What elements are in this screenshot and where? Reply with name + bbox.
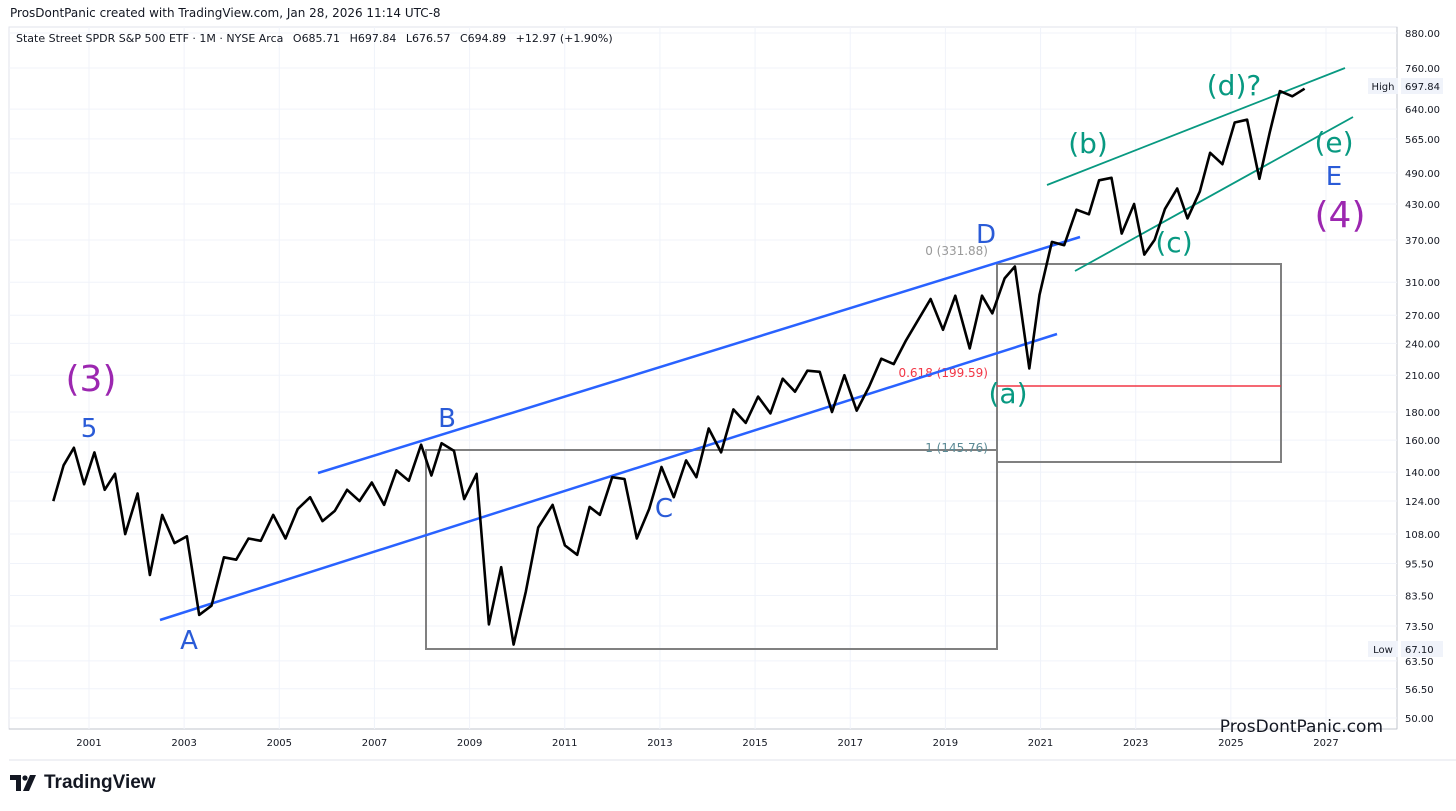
wave-label-A: A [180,626,198,656]
trend-channels [159,67,1354,622]
y-tick-label: 310.00 [1405,278,1440,289]
y-tick-label: 108.00 [1405,530,1440,541]
wave-label-4: (4) [1315,195,1366,236]
wave-label-c: (c) [1155,226,1192,259]
wave-label-d: (d)? [1207,69,1261,102]
high-badge-value-bg [1401,78,1443,94]
y-tick-label: 370.00 [1405,236,1440,247]
wave-label-a: (a) [988,377,1027,410]
fib-box-left [425,449,998,650]
fib-box-right [996,263,1282,463]
x-tick-label: 2015 [742,738,767,749]
y-tick-label: 95.50 [1405,559,1434,570]
wave-label-C: C [655,494,673,524]
wave-label-b: (b) [1068,127,1108,160]
chart-title: State Street SPDR S&P 500 ETF · 1M · NYS… [16,32,613,45]
fib-0-label: 0 (331.88) [925,244,988,258]
x-tick-label: 2005 [267,738,292,749]
x-tick-label: 2019 [933,738,958,749]
tradingview-logo-text: TradingView [44,772,156,793]
wave-label-D: D [976,220,996,250]
x-tick-label: 2021 [1028,738,1053,749]
price-series-line [52,87,1306,646]
fib-retracement-boxes: 0 (331.88) 0.618 (199.59) 1 (145.76) [425,244,1282,650]
low-badge-label-bg [1368,641,1398,657]
plot-frame [8,26,1398,730]
tradingview-logo[interactable]: TradingView [10,772,156,794]
x-tick-label: 2023 [1123,738,1148,749]
y-tick-label: 83.50 [1405,592,1434,603]
low-badge: Low 67.10 [1368,641,1443,657]
y-tick-label: 565.00 [1405,135,1440,146]
x-tick-label: 2027 [1313,738,1338,749]
tradingview-logo-icon [10,775,36,791]
high-badge-label-bg [1368,78,1398,94]
x-axis-ticks: 2001 2003 2005 2007 2009 2011 2013 2015 2017 2019… [76,738,1338,749]
y-tick-label: 430.00 [1405,200,1440,211]
y-tick-label: 880.00 [1405,29,1440,40]
chart-credit: ProsDontPanic created with TradingView.c… [10,6,441,20]
wave-labels: (3) 5 A B C D E (4) (a) (b) (c) (d)? (e) [66,69,1366,656]
y-tick-label: 50.00 [1405,714,1434,725]
y-tick-label: 490.00 [1405,169,1440,180]
fib-1-label: 1 (145.76) [925,441,988,455]
y-tick-label: 63.50 [1405,657,1434,668]
x-tick-label: 2009 [457,738,482,749]
x-tick-label: 2011 [552,738,577,749]
y-tick-label: 73.50 [1405,622,1434,633]
high-badge: High 697.84 [1368,78,1443,94]
high-badge-value: 697.84 [1405,82,1440,93]
y-tick-label: 56.50 [1405,685,1434,696]
x-tick-label: 2007 [362,738,387,749]
fib-0618-label: 0.618 (199.59) [898,366,988,380]
blue-channel-lower [159,332,1058,622]
x-tick-label: 2025 [1218,738,1243,749]
x-tick-label: 2003 [171,738,196,749]
low-badge-label: Low [1373,645,1393,656]
grid [9,27,1397,729]
y-tick-label: 180.00 [1405,408,1440,419]
x-tick-label: 2017 [838,738,863,749]
wave-label-3: (3) [66,359,117,400]
y-tick-label: 240.00 [1405,339,1440,350]
x-tick-label: 2013 [647,738,672,749]
x-tick-label: 2001 [76,738,101,749]
y-axis-ticks: 880.00 760.00 640.00 565.00 490.00 430.00 370.… [1405,29,1440,725]
green-channel-lower [1074,116,1354,272]
y-tick-label: 270.00 [1405,311,1440,322]
blue-channel-upper [317,235,1081,475]
wave-label-5: 5 [81,414,98,444]
watermark: ProsDontPanic.com [1220,717,1383,737]
low-badge-value: 67.10 [1405,645,1434,656]
y-tick-label: 124.00 [1405,497,1440,508]
wave-label-B: B [438,404,456,434]
high-badge-label: High [1372,82,1395,93]
y-tick-label: 160.00 [1405,436,1440,447]
y-tick-label: 640.00 [1405,105,1440,116]
wave-label-E: E [1326,162,1342,192]
y-tick-label: 760.00 [1405,64,1440,75]
wave-label-e: (e) [1314,126,1353,159]
y-tick-label: 140.00 [1405,468,1440,479]
low-badge-value-bg [1401,641,1443,657]
green-channel-upper [1046,67,1346,186]
y-tick-label: 210.00 [1405,371,1440,382]
